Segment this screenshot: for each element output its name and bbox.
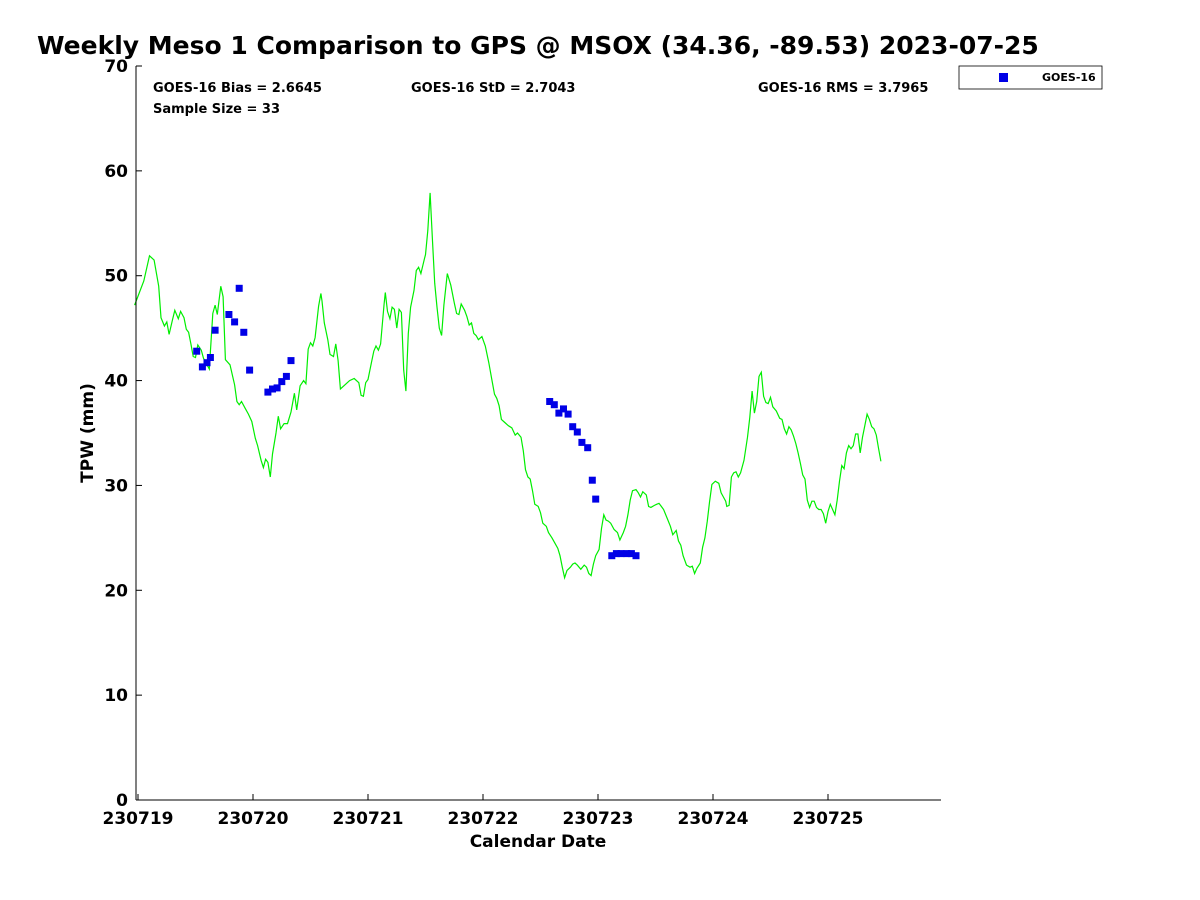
y-tick-label: 20 [104, 581, 128, 601]
goes16-data-point [569, 423, 577, 431]
y-tick-label: 40 [104, 372, 128, 392]
goes16-data-point [612, 550, 620, 558]
goes16-data-point [231, 318, 239, 326]
goes16-data-point [546, 398, 554, 405]
x-tick-label: 230721 [333, 809, 404, 829]
x-tick-label: 230719 [103, 809, 174, 829]
goes16-data-point [193, 347, 201, 355]
goes16-data-point [240, 328, 248, 336]
goes16-data-point [278, 378, 286, 386]
goes16-data-point [211, 326, 219, 334]
legend-marker-goes16 [999, 73, 1008, 82]
goes16-data-point [627, 550, 635, 558]
goes16-data-point [198, 363, 206, 371]
goes16-data-point [282, 372, 290, 380]
goes16-data-point [564, 410, 572, 418]
goes16-data-point [225, 311, 233, 318]
x-tick-label: 230723 [563, 809, 634, 829]
goes16-data-point [588, 476, 596, 484]
legend: GOES-16 [958, 65, 1103, 90]
series-line-gps [134, 192, 882, 580]
std-stat: GOES-16 StD = 2.7043 [411, 81, 575, 96]
plot-area: 0 10 20 30 40 50 60 70 230719 230720 230721 230722… [103, 57, 941, 829]
x-tick-label: 230725 [793, 809, 864, 829]
goes16-data-point [550, 401, 558, 409]
chart-title: Weekly Meso 1 Comparison to GPS @ MSOX (… [37, 31, 1039, 60]
goes16-data-point [584, 444, 592, 452]
y-tick-label: 10 [104, 686, 128, 706]
y-axis-label: TPW (mm) [78, 383, 98, 483]
rms-stat: GOES-16 RMS = 3.7965 [758, 81, 928, 96]
goes16-data-point [617, 550, 625, 558]
goes16-data-point [573, 428, 581, 436]
x-tick-label: 230724 [678, 809, 749, 829]
goes16-data-point [203, 359, 211, 367]
y-tick-label: 30 [104, 476, 128, 496]
y-tick-label: 0 [116, 791, 128, 811]
goes16-data-point [287, 357, 295, 365]
x-tick-label: 230722 [448, 809, 519, 829]
goes16-data-point [235, 284, 243, 292]
goes16-data-point [206, 354, 214, 361]
goes16-data-point [592, 495, 600, 503]
sample-size-stat: Sample Size = 33 [153, 102, 280, 117]
goes16-data-point [608, 552, 616, 560]
x-axis-label: Calendar Date [470, 832, 607, 852]
y-tick-label: 50 [104, 267, 128, 287]
goes16-data-point [273, 384, 281, 392]
goes16-data-point [560, 405, 567, 413]
goes16-data-point [578, 438, 586, 446]
goes16-data-point [632, 552, 640, 560]
goes16-data-point [269, 385, 276, 393]
y-axis-ticks: 0 10 20 30 40 50 60 70 [104, 57, 142, 811]
goes16-data-point [555, 409, 563, 417]
x-axis-ticks: 230719 230720 230721 230722 230723 230724 2307… [103, 794, 864, 829]
goes16-data-point [623, 550, 631, 558]
goes16-data-point [264, 388, 272, 396]
y-tick-label: 70 [104, 57, 128, 77]
legend-label-goes16: GOES-16 [1042, 71, 1096, 84]
goes16-data-point [246, 366, 254, 374]
y-tick-label: 60 [104, 162, 128, 182]
bias-stat: GOES-16 Bias = 2.6645 [153, 81, 322, 96]
x-tick-label: 230720 [218, 809, 289, 829]
data-layer [134, 192, 882, 580]
legend-box [958, 65, 1103, 90]
